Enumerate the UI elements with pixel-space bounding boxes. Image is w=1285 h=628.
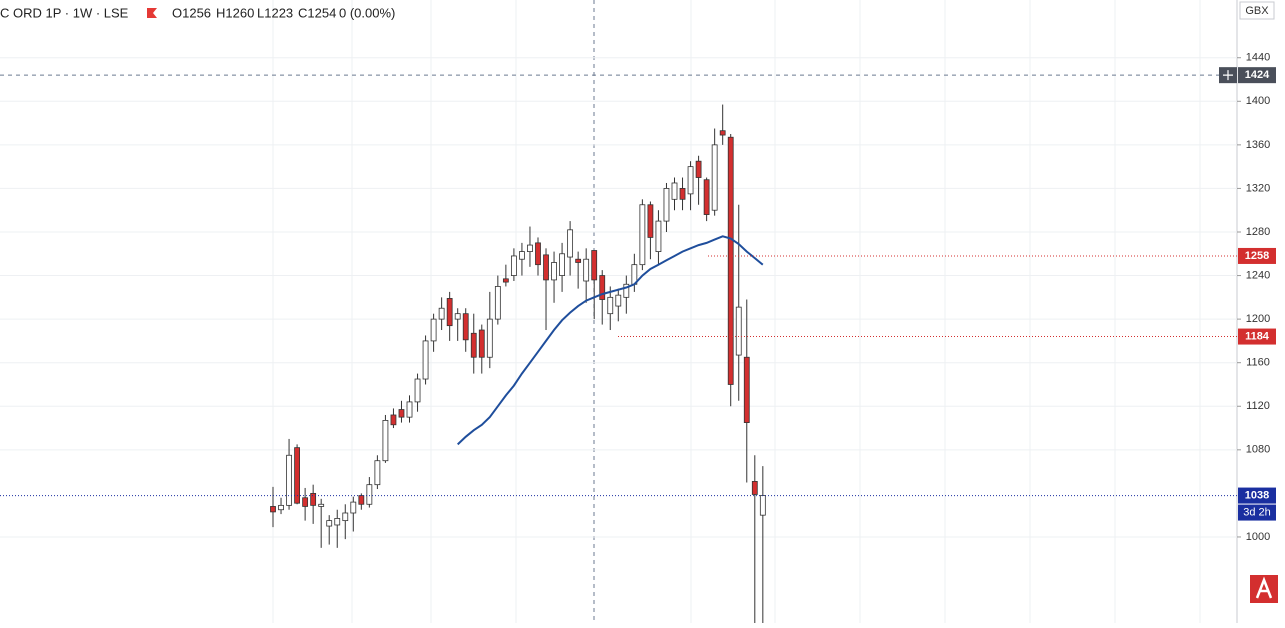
currency-box[interactable] bbox=[1239, 1, 1275, 20]
candle-body bbox=[575, 258, 582, 263]
candle-body bbox=[294, 447, 300, 504]
ohlc-low: L1223 bbox=[257, 5, 293, 20]
candle-body bbox=[591, 250, 598, 281]
candle-body bbox=[751, 481, 758, 495]
candle-body bbox=[310, 492, 317, 506]
candle-body bbox=[494, 286, 501, 320]
candle-body bbox=[374, 460, 381, 486]
candle-body bbox=[623, 283, 630, 298]
symbol: C ORD 1P · 1W · LSE bbox=[0, 5, 129, 20]
y-tick-label: 1320 bbox=[1246, 182, 1270, 194]
candle-body bbox=[302, 497, 309, 507]
candle-body bbox=[430, 318, 437, 342]
candle-body bbox=[406, 401, 413, 418]
candle-body bbox=[350, 501, 357, 514]
candle-body bbox=[687, 166, 694, 195]
candle-body bbox=[478, 329, 485, 358]
candle-body bbox=[671, 182, 678, 200]
crosshair-tag bbox=[1238, 67, 1276, 84]
price-tag-label: 1038 bbox=[1245, 489, 1269, 501]
candle-body bbox=[318, 503, 325, 507]
crosshair-label: 1424 bbox=[1245, 69, 1270, 81]
candle-body bbox=[719, 130, 726, 136]
candle-body bbox=[382, 420, 389, 462]
candle-body bbox=[470, 332, 477, 358]
y-tick-label: 1240 bbox=[1246, 269, 1270, 281]
candle-body bbox=[551, 262, 557, 281]
candle-body bbox=[711, 144, 718, 211]
candle-body bbox=[398, 409, 405, 418]
y-tick-label: 1200 bbox=[1246, 313, 1270, 325]
logo bbox=[1250, 575, 1278, 603]
price-tag bbox=[1238, 487, 1276, 504]
candle-body bbox=[543, 254, 549, 281]
price-tag bbox=[1238, 328, 1276, 345]
candle-body bbox=[278, 504, 284, 511]
price-tag-label: 1258 bbox=[1245, 250, 1269, 262]
candle-body bbox=[486, 318, 493, 358]
candle-body bbox=[703, 179, 710, 215]
candle-body bbox=[342, 512, 349, 522]
candle-body bbox=[438, 307, 445, 320]
candle-body bbox=[334, 518, 341, 526]
candle-body bbox=[743, 356, 750, 423]
flag-icon bbox=[147, 8, 157, 18]
y-tick-label: 1080 bbox=[1246, 444, 1270, 456]
candle-body bbox=[735, 306, 742, 356]
candle-body bbox=[510, 255, 517, 276]
crosshair-plus bbox=[1223, 70, 1233, 81]
y-tick-label: 1400 bbox=[1246, 95, 1270, 107]
candle-body bbox=[422, 340, 429, 380]
y-tick-label: 1160 bbox=[1246, 357, 1270, 369]
candle-body bbox=[519, 251, 525, 260]
candle-body bbox=[462, 313, 469, 341]
candle-body bbox=[639, 204, 646, 266]
price-tag bbox=[1238, 247, 1276, 264]
ohlc-close: C1254 bbox=[298, 5, 336, 20]
candle-body bbox=[655, 220, 662, 252]
candle-body bbox=[663, 188, 670, 222]
candle-body bbox=[454, 313, 461, 320]
candle-body bbox=[679, 188, 686, 200]
candle-body bbox=[286, 454, 292, 506]
y-tick-label: 1120 bbox=[1246, 400, 1270, 412]
time-grid bbox=[272, 0, 1201, 623]
candle-body bbox=[527, 244, 533, 252]
candle-body bbox=[695, 160, 702, 178]
candle-body bbox=[599, 275, 606, 300]
candle-body bbox=[567, 229, 574, 258]
ohlc-open: O1256 bbox=[172, 5, 211, 20]
price-tag-label: 1184 bbox=[1245, 330, 1270, 342]
candle-body bbox=[366, 484, 373, 505]
countdown-box bbox=[1238, 504, 1276, 521]
y-tick-label: 1280 bbox=[1246, 226, 1270, 238]
candle-body bbox=[414, 378, 421, 403]
candle-body bbox=[535, 242, 541, 266]
candle-body bbox=[446, 298, 453, 327]
candle-body bbox=[390, 414, 397, 426]
y-tick-label: 1360 bbox=[1246, 139, 1270, 151]
candle-body bbox=[326, 520, 333, 527]
candle-body bbox=[647, 204, 654, 238]
candle-body bbox=[358, 495, 365, 505]
moving-average bbox=[457, 235, 764, 446]
candle-body bbox=[559, 253, 565, 276]
countdown: 3d 2h bbox=[1243, 506, 1271, 518]
candle-body bbox=[270, 506, 276, 513]
change: 0 (0.00%) bbox=[339, 5, 395, 20]
candle-body bbox=[615, 294, 622, 307]
candle-body bbox=[502, 278, 509, 283]
candle-body bbox=[727, 136, 734, 385]
candle-body bbox=[607, 296, 614, 315]
y-tick-label: 1440 bbox=[1246, 52, 1270, 64]
y-tick-label: 1000 bbox=[1246, 531, 1270, 543]
currency: GBX bbox=[1245, 5, 1269, 17]
candle-body bbox=[583, 258, 590, 282]
candle-body bbox=[759, 495, 766, 516]
ohlc-high: H1260 bbox=[216, 5, 254, 20]
